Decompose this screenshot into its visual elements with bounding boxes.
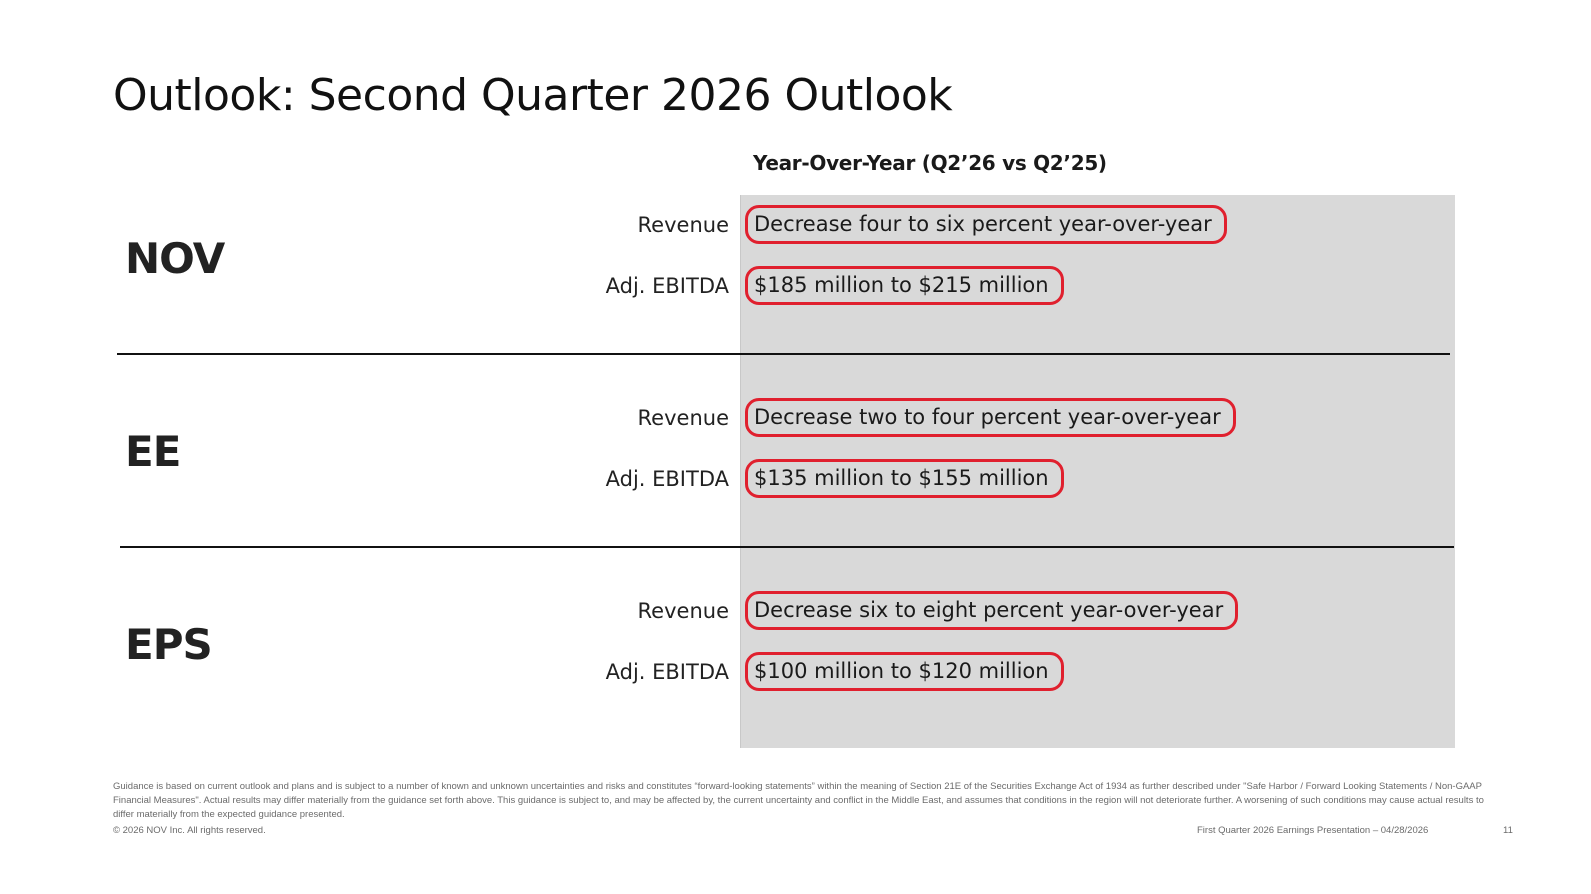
- metric-label-adj-ebitda: Adj. EBITDA: [605, 467, 729, 491]
- metric-label-adj-ebitda: Adj. EBITDA: [605, 660, 729, 684]
- column-header: Year-Over-Year (Q2’26 vs Q2’25): [753, 151, 1107, 175]
- metric-label-revenue: Revenue: [637, 406, 729, 430]
- metric-label-revenue: Revenue: [637, 213, 729, 237]
- metric-value-revenue: Decrease six to eight percent year-over-…: [745, 591, 1239, 630]
- section-divider: [117, 353, 1450, 355]
- section-name-ee: EE: [125, 427, 181, 476]
- presentation-name: First Quarter 2026 Earnings Presentation…: [1197, 825, 1429, 836]
- metric-label-adj-ebitda: Adj. EBITDA: [605, 274, 729, 298]
- section-name-nov: NOV: [125, 234, 225, 283]
- metric-value-revenue: Decrease four to six percent year-over-y…: [745, 205, 1227, 244]
- section-name-eps: EPS: [125, 620, 213, 669]
- guidance-footnote: Guidance is based on current outlook and…: [113, 781, 1484, 820]
- metric-value-adj-ebitda: $100 million to $120 million: [745, 652, 1064, 691]
- section-divider: [120, 546, 1454, 548]
- metric-value-adj-ebitda: $185 million to $215 million: [745, 266, 1064, 305]
- metric-label-revenue: Revenue: [637, 599, 729, 623]
- copyright-notice: © 2026 NOV Inc. All rights reserved.: [113, 825, 266, 836]
- slide-title: Outlook: Second Quarter 2026 Outlook: [113, 70, 953, 121]
- page-number: 11: [1503, 825, 1513, 836]
- outlook-values-panel: [740, 195, 1455, 748]
- metric-value-revenue: Decrease two to four percent year-over-y…: [745, 398, 1236, 437]
- metric-value-adj-ebitda: $135 million to $155 million: [745, 459, 1064, 498]
